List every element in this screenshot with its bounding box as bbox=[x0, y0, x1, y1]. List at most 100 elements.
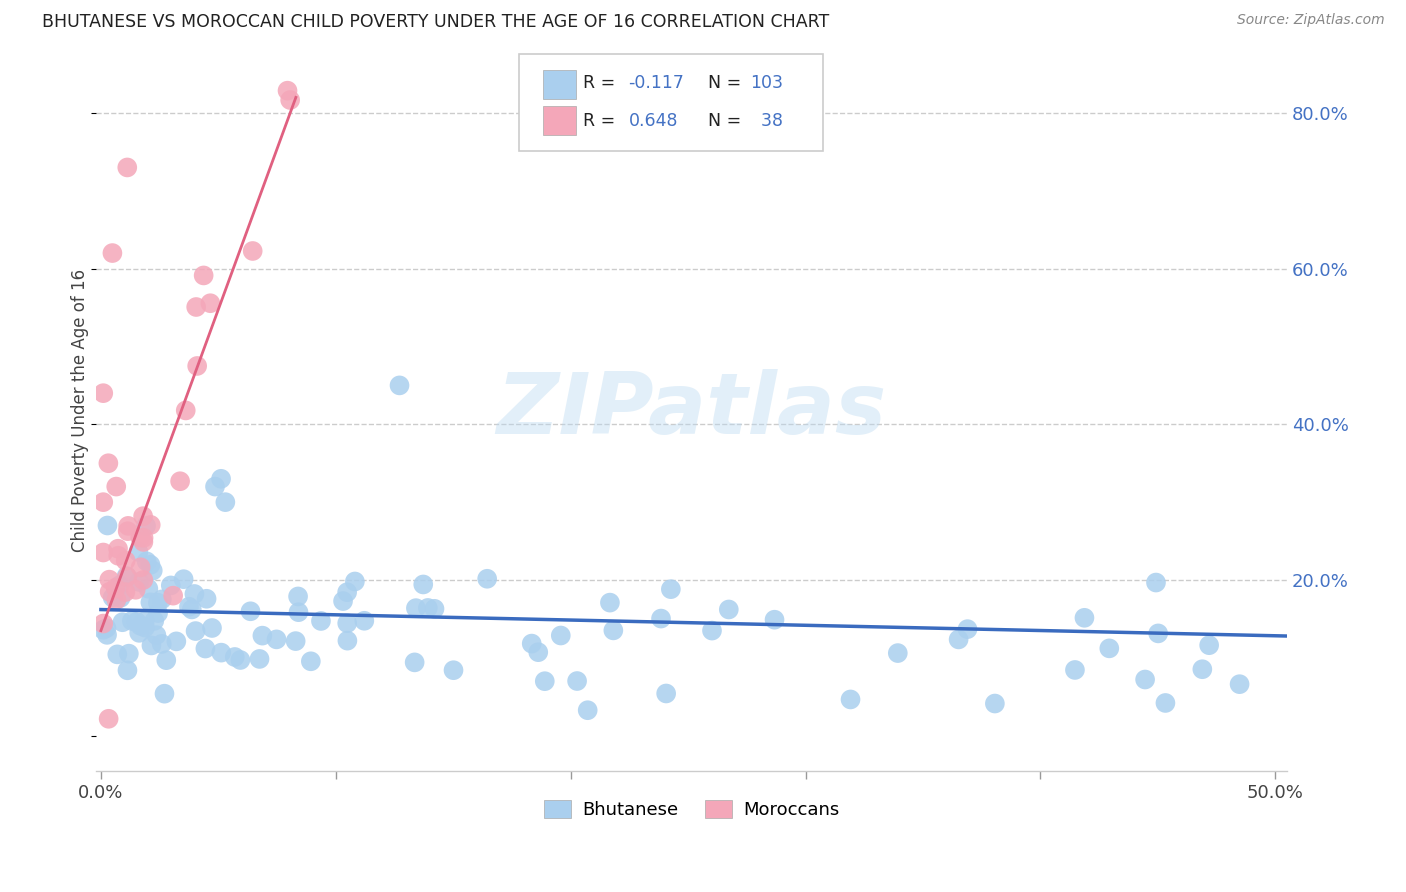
Point bbox=[287, 605, 309, 619]
Point bbox=[650, 611, 672, 625]
Point bbox=[956, 622, 979, 636]
Point bbox=[1144, 575, 1167, 590]
Point bbox=[115, 570, 138, 584]
Point bbox=[129, 530, 152, 544]
Text: Source: ZipAtlas.com: Source: ZipAtlas.com bbox=[1237, 13, 1385, 28]
Point bbox=[155, 653, 177, 667]
Point bbox=[145, 628, 167, 642]
Point bbox=[443, 663, 465, 677]
Point bbox=[165, 634, 187, 648]
Point bbox=[984, 697, 1007, 711]
Point bbox=[659, 582, 682, 597]
Point bbox=[135, 554, 157, 568]
Point bbox=[266, 632, 288, 647]
Point bbox=[201, 621, 224, 635]
Point bbox=[153, 687, 176, 701]
FancyBboxPatch shape bbox=[519, 54, 823, 152]
Point bbox=[209, 646, 232, 660]
Point bbox=[887, 646, 910, 660]
Bar bbox=[543, 106, 576, 135]
Point bbox=[1098, 641, 1121, 656]
Text: 38: 38 bbox=[749, 112, 783, 130]
Point bbox=[91, 386, 114, 401]
Point bbox=[184, 624, 207, 638]
Legend: Bhutanese, Moroccans: Bhutanese, Moroccans bbox=[537, 793, 846, 827]
Point bbox=[96, 518, 118, 533]
Point bbox=[138, 582, 160, 596]
Point bbox=[550, 628, 572, 642]
Point bbox=[1064, 663, 1087, 677]
Point bbox=[150, 592, 173, 607]
Point bbox=[405, 601, 427, 615]
Point bbox=[173, 572, 195, 586]
Point bbox=[96, 621, 118, 635]
Point bbox=[700, 624, 723, 638]
Point bbox=[143, 614, 166, 628]
Point bbox=[1073, 611, 1095, 625]
Point bbox=[125, 582, 148, 597]
Point bbox=[576, 703, 599, 717]
Point bbox=[336, 633, 359, 648]
Point bbox=[242, 244, 264, 258]
Point bbox=[118, 647, 141, 661]
Point bbox=[309, 614, 332, 628]
Point bbox=[125, 615, 148, 629]
Point bbox=[117, 519, 139, 533]
Text: R =: R = bbox=[583, 112, 621, 130]
Point bbox=[132, 509, 155, 524]
Point bbox=[336, 616, 359, 631]
Point bbox=[276, 84, 298, 98]
Text: 0.648: 0.648 bbox=[628, 112, 678, 130]
Point bbox=[108, 578, 131, 592]
Text: ZIPatlas: ZIPatlas bbox=[496, 369, 887, 452]
Point bbox=[475, 572, 498, 586]
Point bbox=[159, 578, 181, 592]
Text: N =: N = bbox=[709, 74, 741, 92]
Point bbox=[193, 268, 215, 283]
Point bbox=[214, 495, 236, 509]
Point bbox=[105, 648, 128, 662]
Point bbox=[117, 524, 139, 538]
Point bbox=[139, 517, 162, 532]
Point bbox=[278, 93, 301, 107]
Point bbox=[127, 545, 149, 559]
Point bbox=[336, 585, 359, 599]
Point bbox=[1191, 662, 1213, 676]
Point bbox=[91, 623, 114, 637]
Point bbox=[186, 300, 208, 314]
Point bbox=[948, 632, 970, 647]
Point bbox=[599, 596, 621, 610]
Y-axis label: Child Poverty Under the Age of 16: Child Poverty Under the Age of 16 bbox=[72, 269, 89, 552]
Point bbox=[209, 472, 232, 486]
Point bbox=[114, 554, 136, 568]
Point bbox=[107, 549, 129, 563]
Point bbox=[129, 619, 152, 633]
Point bbox=[404, 656, 426, 670]
Point bbox=[91, 495, 114, 509]
Point bbox=[110, 591, 132, 605]
Point bbox=[423, 602, 446, 616]
Point bbox=[146, 606, 169, 620]
Point bbox=[195, 591, 218, 606]
Point bbox=[194, 641, 217, 656]
Point bbox=[533, 674, 555, 689]
Point bbox=[105, 479, 128, 493]
Point bbox=[91, 545, 114, 559]
Point bbox=[332, 594, 354, 608]
Point bbox=[565, 673, 588, 688]
Point bbox=[134, 621, 156, 635]
Text: R =: R = bbox=[583, 74, 621, 92]
Point bbox=[224, 650, 246, 665]
Point bbox=[111, 615, 134, 630]
Point bbox=[388, 378, 411, 392]
Point bbox=[763, 613, 786, 627]
Point bbox=[98, 573, 121, 587]
Point bbox=[132, 573, 155, 587]
Point bbox=[139, 558, 162, 572]
Point bbox=[1133, 673, 1156, 687]
Point bbox=[1154, 696, 1177, 710]
Point bbox=[162, 589, 184, 603]
Point bbox=[117, 663, 139, 677]
Point bbox=[98, 584, 121, 599]
Point bbox=[839, 692, 862, 706]
